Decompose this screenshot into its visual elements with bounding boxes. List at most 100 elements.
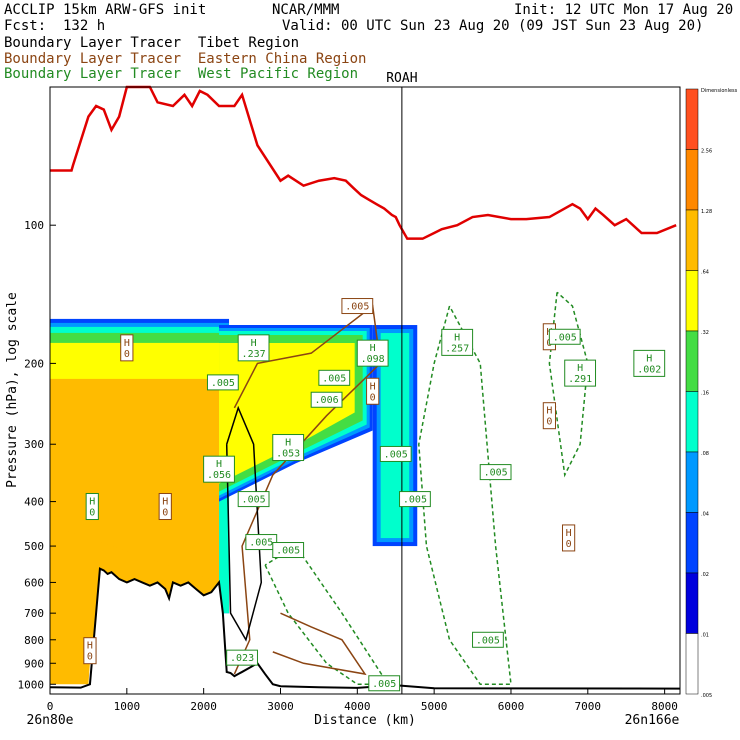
org-label: NCAR/MMM xyxy=(272,2,340,18)
contour-label-text: H xyxy=(370,343,376,354)
contour-label-text: .002 xyxy=(637,364,661,375)
y-tick-label: 900 xyxy=(24,657,44,670)
contour-label: H.002 xyxy=(633,349,666,377)
colorbar-swatch xyxy=(685,391,699,453)
contour-label-text: 0 xyxy=(124,349,130,360)
contour-label: H0 xyxy=(158,493,172,521)
tibet-contour xyxy=(225,405,263,642)
contour-label: .005 xyxy=(472,631,504,648)
legend-eastern-china: Boundary Layer Tracer Eastern China Regi… xyxy=(4,51,367,67)
contour-label-text: .056 xyxy=(207,470,231,481)
contour-label-box xyxy=(561,524,576,552)
contour-label: .005 xyxy=(479,464,512,481)
contour-label-box xyxy=(272,434,305,462)
left-endpoint-label: 26n80e xyxy=(27,713,74,728)
contour-label-box xyxy=(226,649,258,666)
contour-label-text: .005 xyxy=(345,302,369,313)
y-tick-label: 100 xyxy=(24,219,44,232)
contour-label-text: .005 xyxy=(403,495,427,506)
contour-label-text: .005 xyxy=(276,546,300,557)
x-axis-label: Distance (km) xyxy=(314,713,416,728)
contour-label: .006 xyxy=(310,391,343,408)
contour-label-text: 0 xyxy=(87,652,93,663)
contour-label-box xyxy=(441,328,474,356)
right-endpoint-label: 26n166e xyxy=(625,713,680,728)
plot-area: H0H.237.005.005.005H.098H.257H0.005H.291… xyxy=(18,85,681,713)
contour-label-box xyxy=(158,493,172,521)
tropopause-line xyxy=(50,85,677,240)
x-tick-label: 8000 xyxy=(651,700,678,713)
contour-label-text: .291 xyxy=(568,374,592,385)
contour-label-text: .006 xyxy=(315,395,339,406)
contour-label: H.291 xyxy=(564,359,597,387)
contour-label-text: H xyxy=(216,459,222,470)
y-tick-label: 700 xyxy=(24,607,44,620)
x-tick-label: 7000 xyxy=(575,700,602,713)
contour-label-box xyxy=(472,631,504,648)
contour-label: H.237 xyxy=(237,334,270,362)
contour-label: H.098 xyxy=(356,339,389,367)
contour-label: H.257 xyxy=(441,328,474,356)
contour-label: .005 xyxy=(368,675,401,692)
contour-label-text: .098 xyxy=(361,354,385,365)
contour-label: H0 xyxy=(83,637,97,665)
legend-west-pacific: Boundary Layer Tracer West Pacific Regio… xyxy=(4,66,359,82)
x-tick-label: 0 xyxy=(47,700,54,713)
below-terrain-mask xyxy=(50,568,680,694)
contour-label-box xyxy=(356,339,389,367)
contour-label-text: .005 xyxy=(484,468,508,479)
contour-label-text: 0 xyxy=(566,539,572,550)
contour-label-box xyxy=(479,464,512,481)
colorbar-label: 1.28 xyxy=(701,209,712,215)
colorbar-label: .64 xyxy=(701,270,709,276)
plot-frame xyxy=(49,86,681,695)
colorbar-swatch xyxy=(685,451,699,513)
contour-label-text: H xyxy=(124,338,130,349)
contour-label-box xyxy=(318,369,351,386)
contour-label-box xyxy=(633,349,666,377)
contour-label-boxes: H0H.237.005.005.005H.098H.257H0.005H.291… xyxy=(83,298,666,692)
contour-label: .005 xyxy=(341,298,374,315)
x-tick-label: 3000 xyxy=(267,700,294,713)
contour-label-box xyxy=(564,359,597,387)
colorbar-label: .32 xyxy=(701,330,709,336)
contour-label-box xyxy=(237,334,270,362)
contour-label-text: H xyxy=(87,641,93,652)
contour-label-box xyxy=(399,491,431,508)
contour-label-box xyxy=(272,542,305,559)
contour-label-text: .257 xyxy=(445,343,469,354)
colorbar-label: .08 xyxy=(701,451,709,457)
contour-label: H0 xyxy=(85,493,99,521)
contour-label-text: 0 xyxy=(546,417,552,428)
colorbar-label: .01 xyxy=(701,633,709,639)
colorbar-label: .005 xyxy=(701,693,712,699)
contour-label-text: .005 xyxy=(242,495,266,506)
colorbar-swatch xyxy=(685,572,699,634)
contour-label-box xyxy=(310,391,343,408)
tracer-fill-band xyxy=(50,525,220,685)
colorbar-swatch xyxy=(685,270,699,332)
contour-label-text: H xyxy=(577,363,583,374)
y-tick-label: 400 xyxy=(24,496,44,509)
colorbar-label: .02 xyxy=(701,572,709,578)
colorbar-swatch xyxy=(685,88,699,150)
y-tick-label: 1000 xyxy=(18,678,45,691)
contour-label-text: H xyxy=(566,528,572,539)
colorbar-swatch xyxy=(685,512,699,574)
contour-label-text: H xyxy=(370,381,376,392)
west-pacific-contour xyxy=(418,305,512,686)
roah-label: ROAH xyxy=(386,71,417,86)
contour-label-text: .053 xyxy=(276,449,300,460)
contour-label-box xyxy=(542,402,556,430)
y-axis-label: Pressure (hPa), log scale xyxy=(5,292,20,488)
contour-label: .005 xyxy=(548,328,581,345)
contour-label: .023 xyxy=(226,649,258,666)
colorbar-label: .04 xyxy=(701,512,709,518)
x-tick-label: 5000 xyxy=(421,700,448,713)
eastern-china-contour xyxy=(233,304,382,675)
contour-label-box xyxy=(366,377,380,405)
contour-label: .005 xyxy=(318,369,351,386)
y-tick-label: 200 xyxy=(24,357,44,370)
contour-label-text: .005 xyxy=(322,373,346,384)
